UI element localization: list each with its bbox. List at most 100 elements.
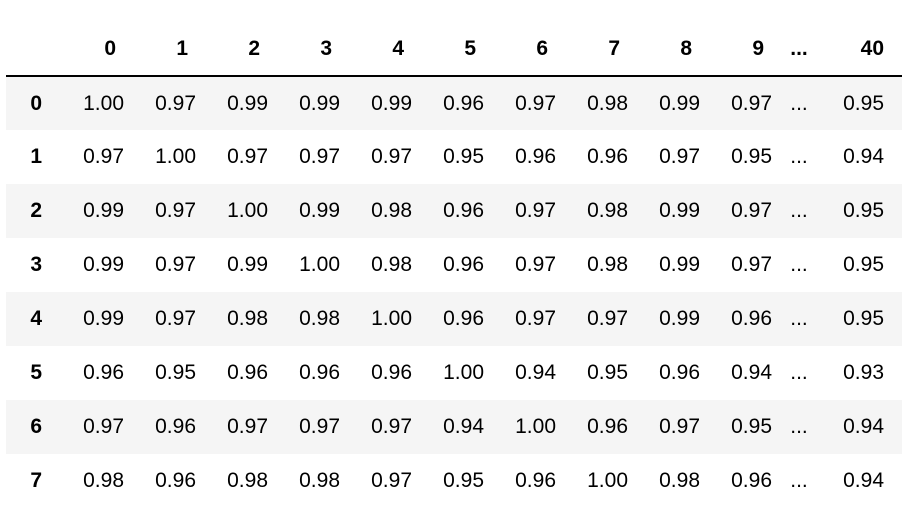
table-cell: 0.96 [155, 469, 196, 492]
table-header: 0 1 2 3 4 5 6 7 8 9 ... 40 [6, 23, 902, 77]
column-header: 4 [344, 23, 416, 77]
table-cell: 0.95 [843, 91, 884, 115]
table-cell: 0.98 [227, 307, 268, 330]
ellipsis-cell: ... [790, 199, 808, 222]
table-cell: 0.96 [371, 361, 412, 384]
table-cell: 0.97 [83, 145, 124, 168]
correlation-table: 0 1 2 3 4 5 6 7 8 9 ... 40 0 1.00 0.97 0.99… [6, 23, 902, 508]
table-cell: 0.96 [155, 415, 196, 438]
table-cell: 0.97 [659, 145, 700, 168]
table-row: 0 1.00 0.97 0.99 0.99 0.99 0.96 0.97 0.98 0.99 0.9… [6, 76, 902, 130]
table-cell: 1.00 [299, 253, 340, 276]
column-header: 1 [128, 23, 200, 77]
table-cell: 0.96 [83, 361, 124, 384]
row-index: 1 [30, 145, 42, 168]
table-cell: 0.97 [731, 253, 772, 276]
table-cell: 0.99 [83, 307, 124, 330]
table-cell: 0.99 [227, 91, 268, 115]
row-index: 7 [30, 469, 42, 492]
table-row: 1 0.97 1.00 0.97 0.97 0.97 0.95 0.96 0.96 0.97 0.9… [6, 130, 902, 184]
table-cell: 0.98 [587, 253, 628, 276]
table-cell: 0.97 [371, 415, 412, 438]
table-cell: 0.97 [731, 199, 772, 222]
table-cell: 0.97 [515, 253, 556, 276]
table-cell: 0.95 [843, 253, 884, 276]
table-cell: 0.94 [731, 361, 772, 384]
row-index: 4 [30, 307, 42, 330]
table-cell: 1.00 [83, 91, 124, 115]
table-row: 2 0.99 0.97 1.00 0.99 0.98 0.96 0.97 0.98 0.99 0.9… [6, 184, 902, 238]
table-cell: 0.97 [299, 415, 340, 438]
row-index: 0 [30, 91, 42, 115]
table-cell: 0.99 [83, 199, 124, 222]
table-cell: 0.96 [443, 253, 484, 276]
index-header [6, 23, 56, 77]
column-header: 9 [704, 23, 776, 77]
table-cell: 0.97 [155, 307, 196, 330]
ellipsis-cell: ... [790, 307, 808, 330]
table-cell: 0.99 [659, 91, 700, 115]
table-body: 0 1.00 0.97 0.99 0.99 0.99 0.96 0.97 0.98 0.99 0.9… [6, 76, 902, 508]
ellipsis-cell: ... [790, 91, 808, 115]
column-header: 5 [416, 23, 488, 77]
table-cell: 0.94 [843, 469, 884, 492]
table-cell: 0.97 [515, 199, 556, 222]
table-cell: 0.96 [731, 307, 772, 330]
row-index: 2 [30, 199, 42, 222]
table-cell: 1.00 [443, 361, 484, 384]
table-cell: 0.99 [83, 253, 124, 276]
table-cell: 0.98 [587, 91, 628, 115]
table-cell: 0.97 [371, 145, 412, 168]
table-cell: 0.94 [843, 415, 884, 438]
table-cell: 0.96 [443, 199, 484, 222]
table-cell: 1.00 [371, 307, 412, 330]
table-cell: 0.97 [731, 91, 772, 115]
ellipsis-cell: ... [790, 415, 808, 438]
table-cell: 0.96 [299, 361, 340, 384]
row-index: 6 [30, 415, 42, 438]
table-cell: 0.96 [587, 145, 628, 168]
table-cell: 0.97 [227, 145, 268, 168]
table-cell: 0.96 [515, 145, 556, 168]
column-header: 8 [632, 23, 704, 77]
table-cell: 0.96 [515, 469, 556, 492]
table-cell: 0.95 [843, 307, 884, 330]
table-cell: 0.97 [515, 91, 556, 115]
table-row: 6 0.97 0.96 0.97 0.97 0.97 0.94 1.00 0.96 0.97 0.9… [6, 400, 902, 454]
table-cell: 0.95 [843, 199, 884, 222]
table-cell: 0.98 [299, 469, 340, 492]
table-cell: 0.97 [659, 415, 700, 438]
column-header: 2 [200, 23, 272, 77]
table-cell: 1.00 [515, 415, 556, 438]
table-cell: 0.98 [371, 253, 412, 276]
table-cell: 0.97 [155, 199, 196, 222]
table-cell: 0.98 [659, 469, 700, 492]
table-cell: 0.96 [587, 415, 628, 438]
row-index: 3 [30, 253, 42, 276]
table-cell: 0.99 [299, 91, 340, 115]
table-cell: 0.99 [659, 307, 700, 330]
table-cell: 0.97 [515, 307, 556, 330]
table-cell: 0.98 [587, 199, 628, 222]
table-row: 5 0.96 0.95 0.96 0.96 0.96 1.00 0.94 0.95 0.96 0.9… [6, 346, 902, 400]
column-header: 7 [560, 23, 632, 77]
table-cell: 0.95 [731, 415, 772, 438]
table-cell: 0.95 [443, 145, 484, 168]
table-cell: 1.00 [227, 199, 268, 222]
table-cell: 0.97 [83, 415, 124, 438]
table-cell: 0.97 [587, 307, 628, 330]
table-row: 3 0.99 0.97 0.99 1.00 0.98 0.96 0.97 0.98 0.99 0.9… [6, 238, 902, 292]
table-cell: 1.00 [587, 469, 628, 492]
column-header: 6 [488, 23, 560, 77]
ellipsis-cell: ... [790, 361, 808, 384]
table-cell: 0.95 [731, 145, 772, 168]
table-cell: 0.94 [515, 361, 556, 384]
table-cell: 0.98 [83, 469, 124, 492]
table-cell: 0.95 [155, 361, 196, 384]
table-cell: 0.97 [227, 415, 268, 438]
column-ellipsis-header: ... [776, 23, 822, 77]
ellipsis-cell: ... [790, 145, 808, 168]
table-row: 4 0.99 0.97 0.98 0.98 1.00 0.96 0.97 0.97 0.99 0.9… [6, 292, 902, 346]
ellipsis-cell: ... [790, 253, 808, 276]
